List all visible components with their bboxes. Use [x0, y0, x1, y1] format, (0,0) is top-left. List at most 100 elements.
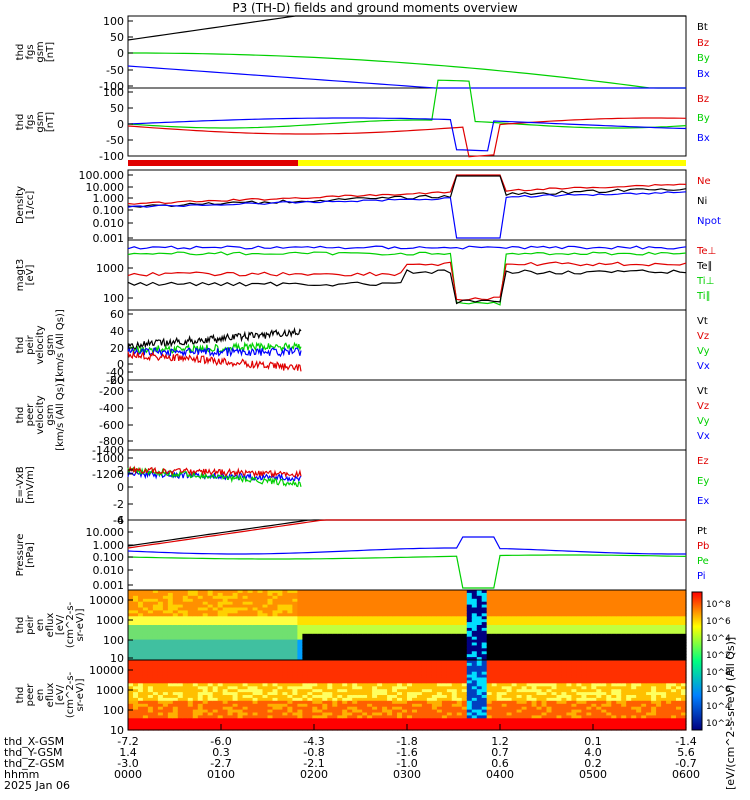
legend-exb-Ex: Ex	[697, 496, 710, 507]
ytick-label: -60	[106, 374, 124, 387]
ytick-label: 100	[103, 292, 124, 305]
colorbar	[691, 591, 703, 731]
ylabel-temp: magt3 [eV]	[15, 258, 36, 292]
ytick-label: 100	[103, 634, 124, 647]
ytick-label: 1000	[96, 684, 124, 697]
by2-trace	[127, 79, 687, 129]
colorbar-tick: 10^2	[706, 651, 731, 661]
ytick-label: 50	[110, 31, 124, 44]
ytick-label: 0	[117, 481, 124, 494]
date-label: 2025 Jan 06	[4, 779, 70, 792]
xaxis-value: -0.8	[303, 746, 325, 759]
ytick-label: 50	[110, 102, 124, 115]
electron-spectrogram	[128, 660, 687, 731]
ytick-label: 0.100	[93, 551, 125, 564]
ytick-label: -40	[106, 366, 124, 379]
ylabel-fgs2: thd fgs gsm [nT]	[15, 111, 56, 133]
ytick-label: -1000	[92, 452, 124, 465]
legend-vi-Vz: Vz	[697, 331, 710, 342]
ytick-label: 10	[110, 652, 124, 665]
ylabel-vi: thd peir velocity gsm [km/s (All Qs)]	[15, 309, 66, 381]
ytick-label: -4	[113, 514, 124, 527]
te-perp-trace	[127, 261, 687, 301]
ytick-label: 1.000	[93, 539, 125, 552]
ytick-label: -200	[99, 385, 124, 398]
ytick-label: 10.000	[86, 181, 125, 194]
legend-fgs2-Bz: Bz	[697, 94, 710, 105]
panel-frame-ve	[127, 379, 687, 451]
ytick-label: -20	[106, 374, 124, 387]
legend-dens-Ni: Ni	[697, 196, 708, 207]
panel-frame-fgs1	[127, 15, 687, 89]
vy-trace	[127, 341, 302, 356]
xaxis-value: -1.0	[396, 757, 418, 770]
ytick-label: -100	[99, 150, 124, 163]
pb-trace	[127, 519, 686, 549]
xaxis-value: 0000	[114, 768, 142, 781]
panel-frame-exb	[127, 449, 687, 521]
ytick-label: -50	[106, 64, 124, 77]
vx-trace	[127, 346, 302, 358]
xaxis-value: 0.1	[584, 735, 602, 748]
colorbar-label: [eV/(cm^2-s-sr-eV) (All Qs)]	[724, 636, 737, 790]
ylabel-fgs1: thd fgs gsm [nT]	[15, 41, 56, 63]
ytick-label: 0.010	[93, 217, 125, 230]
xaxis-row-label: thd_Z-GSM	[4, 757, 65, 770]
ylabel-ve: thd peer velocity gsm [km/s (All Qs)]	[15, 379, 66, 451]
ytick-label: 10.000	[86, 526, 125, 539]
xaxis-row: thd_Z-GSM -3.0 -2.7 -2.1 -1.0 0.6 0.2 -0.7	[4, 757, 697, 770]
ylabel-ispec: thd peir en eflux [eV/ (cm^2-s- sr-eV)]	[15, 601, 86, 649]
ylabel-exb: E=-VxB [mV/m]	[15, 466, 36, 504]
legend-temp-Ti∥: Ti∥	[697, 291, 711, 302]
xaxis-row-label: hhmm	[4, 768, 40, 781]
xaxis-value: 5.6	[677, 746, 695, 759]
legend-temp-Te⊥: Te⊥	[697, 246, 717, 257]
ytick-label: 0.001	[93, 579, 125, 592]
ytick-label: -600	[99, 419, 124, 432]
legend-ve-Vz: Vz	[697, 401, 710, 412]
xaxis-value: -2.7	[210, 757, 232, 770]
flag-bar-red	[128, 160, 298, 166]
xaxis-value: -7.2	[117, 735, 139, 748]
ytick-label: 40	[110, 325, 124, 338]
colorbar-tick: 10^8	[706, 668, 731, 678]
xaxis-value: 0.2	[584, 757, 602, 770]
xaxis-value: 0600	[672, 768, 700, 781]
ylabel-dens: Density [1/cc]	[15, 185, 36, 225]
colorbar-tick: 10^4	[706, 702, 731, 712]
legend-fgs1-Bx: Bx	[697, 68, 710, 80]
flag-bar-yellow	[298, 160, 686, 166]
legend-pres-Pt: Pt	[697, 526, 707, 537]
legend-temp-Ti⊥: Ti⊥	[697, 276, 715, 287]
legend-vi-Vt: Vt	[697, 316, 708, 327]
legend-vi-Vx: Vx	[697, 361, 710, 372]
ytick-label: 10	[110, 724, 124, 737]
legend-pres-Pi: Pi	[697, 571, 706, 582]
legend-fgs2-By: By	[697, 113, 710, 125]
legend-fgs1-Bz: Bz	[697, 37, 710, 49]
bz2-trace	[127, 117, 687, 158]
bx2-trace	[127, 117, 687, 152]
colorbar-tick: 10^8	[706, 600, 731, 610]
xaxis-value: 0400	[486, 768, 514, 781]
bx-trace	[127, 65, 686, 89]
ytick-label: 1000	[96, 262, 124, 275]
ey-trace	[127, 466, 302, 488]
ion-spectrogram	[128, 590, 687, 661]
legend-dens-Npot: Npot	[697, 216, 721, 227]
pt-trace	[127, 519, 686, 547]
colorbar-tick: 10^4	[706, 634, 731, 644]
ytick-label: -6	[113, 514, 124, 527]
ez-trace	[127, 465, 302, 479]
xaxis-value: 0500	[579, 768, 607, 781]
xaxis-value: 1.4	[119, 746, 137, 759]
ytick-label: 0.001	[93, 232, 125, 245]
by-trace	[128, 52, 686, 89]
xaxis-value: 0.3	[212, 746, 230, 759]
ytick-label: 0	[117, 118, 124, 131]
xaxis-value: -1.8	[396, 735, 418, 748]
ylabel-pres: Pressure [nPa]	[15, 533, 36, 577]
ytick-label: -400	[99, 402, 124, 415]
ti-perp-trace	[127, 251, 687, 306]
